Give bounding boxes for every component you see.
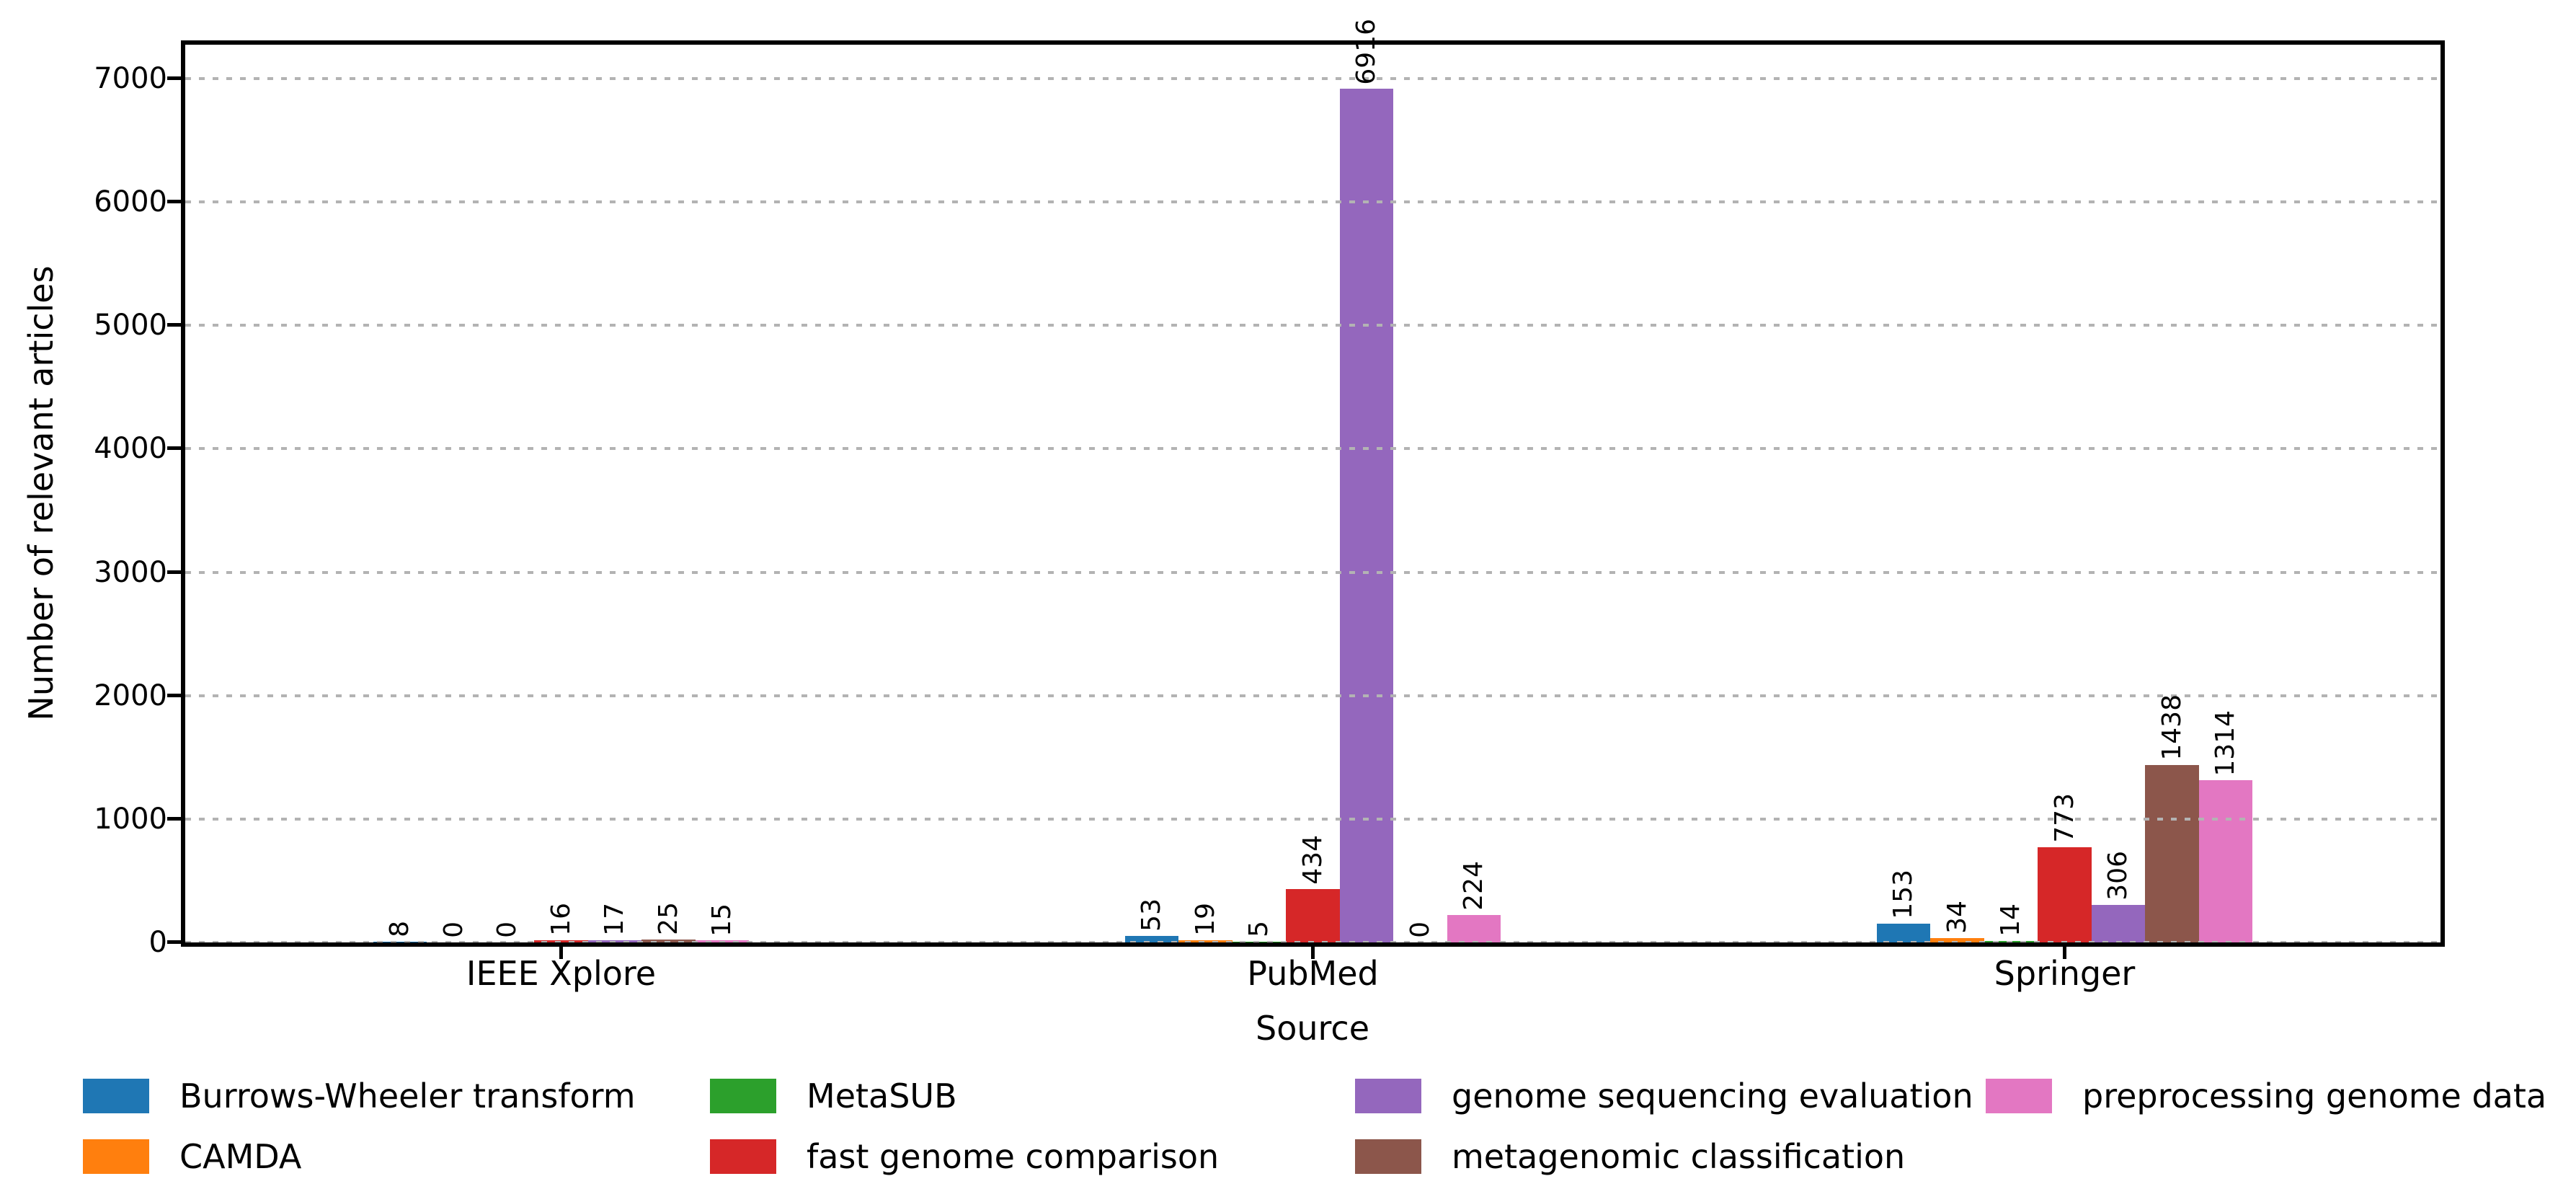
- legend-label: CAMDA: [179, 1137, 302, 1176]
- bar-value-label: 8: [385, 920, 414, 937]
- y-tick-mark: [167, 570, 181, 574]
- bar: [1339, 89, 1394, 942]
- y-tick-mark: [167, 200, 181, 204]
- legend-swatch: [710, 1079, 776, 1113]
- y-tick-label: 2000: [94, 679, 167, 712]
- legend-label: fast genome comparison: [807, 1137, 1220, 1176]
- legend-label: MetaSUB: [807, 1077, 957, 1115]
- y-tick-mark: [167, 323, 181, 327]
- axis-spine-top: [181, 40, 2445, 45]
- bar-value-label: 6916: [1351, 18, 1381, 85]
- legend-label: Burrows-Wheeler transform: [179, 1077, 636, 1115]
- y-tick-label: 4000: [94, 432, 167, 466]
- x-tick-mark: [2063, 947, 2066, 959]
- gridline: [185, 200, 2440, 204]
- y-tick-label: 0: [148, 926, 167, 959]
- y-tick-mark: [167, 76, 181, 80]
- legend-item: fast genome comparison: [710, 1136, 1219, 1177]
- bar-value-label: 25: [653, 901, 683, 935]
- gridline: [185, 570, 2440, 574]
- y-tick-mark: [167, 816, 181, 821]
- gridline: [185, 447, 2440, 451]
- bar-value-label: 224: [1459, 860, 1488, 911]
- y-tick-mark: [167, 940, 181, 944]
- legend-item: CAMDA: [83, 1136, 301, 1177]
- plot-area: 8 0 0 16 17 25 15 53 19 5 434 6916 0 224 153 34 14 773 306…: [167, 19, 2445, 959]
- bar-value-label: 1438: [2157, 694, 2187, 761]
- bar-value-label: 14: [1996, 903, 2025, 937]
- bar: [2198, 780, 2253, 942]
- bar-value-label: 0: [492, 922, 522, 938]
- legend-label: metagenomic classification: [1452, 1137, 1906, 1176]
- legend-item: metagenomic classification: [1355, 1136, 1905, 1177]
- axis-spine-bottom: [181, 942, 2445, 947]
- bar-value-label: 0: [1405, 922, 1435, 938]
- y-tick-label: 5000: [94, 309, 167, 343]
- y-tick-label: 1000: [94, 802, 167, 836]
- legend-item: genome sequencing evaluation: [1355, 1076, 1973, 1116]
- bar: [1286, 888, 1340, 942]
- bar: [641, 939, 696, 942]
- bar-value-label: 17: [600, 903, 629, 937]
- legend-item: Burrows-Wheeler transform: [83, 1076, 636, 1116]
- y-tick-label: 6000: [94, 185, 167, 219]
- axis-spine-right: [2440, 40, 2445, 947]
- bar: [1124, 935, 1179, 942]
- bar-value-label: 773: [2049, 793, 2079, 843]
- bar-value-label: 16: [546, 903, 576, 937]
- bar: [1447, 914, 1501, 942]
- bar: [2038, 847, 2092, 942]
- bar-value-label: 153: [1888, 870, 1918, 919]
- legend-swatch: [1355, 1139, 1421, 1174]
- bar-value-label: 19: [1190, 902, 1220, 936]
- gridline: [185, 324, 2440, 327]
- legend-item: preprocessing genome data: [1986, 1076, 2546, 1116]
- axis-spine-left: [181, 40, 185, 947]
- x-tick-label: Springer: [1994, 954, 2136, 993]
- gridline: [185, 694, 2440, 697]
- y-tick-label: 3000: [94, 555, 167, 589]
- legend-item: MetaSUB: [710, 1076, 957, 1116]
- gridline: [185, 77, 2440, 80]
- bar: [1876, 923, 1931, 942]
- bar-value-label: 5: [1244, 921, 1274, 938]
- y-tick-label: 7000: [94, 62, 167, 95]
- x-axis-title: Source: [1256, 1009, 1369, 1048]
- bar-value-label: 434: [1297, 835, 1328, 885]
- bar-value-label: 15: [707, 903, 737, 937]
- x-tick-mark: [559, 947, 563, 959]
- legend-label: preprocessing genome data: [2082, 1077, 2547, 1115]
- legend-swatch: [83, 1079, 149, 1113]
- bar-value-label: 34: [1942, 901, 1972, 934]
- legend-swatch: [1355, 1079, 1421, 1113]
- bar-value-label: 1314: [2211, 710, 2240, 777]
- bar-value-label: 53: [1137, 898, 1166, 932]
- bar: [1930, 938, 1984, 942]
- legend-swatch: [710, 1139, 776, 1174]
- bar-value-label: 0: [438, 922, 468, 938]
- y-tick-mark: [167, 446, 181, 451]
- bar-value-label: 306: [2103, 850, 2133, 901]
- bar: [2091, 904, 2146, 942]
- legend-swatch: [83, 1139, 149, 1174]
- x-tick-mark: [1311, 947, 1315, 959]
- gridline: [185, 817, 2440, 821]
- x-tick-label: PubMed: [1247, 954, 1379, 993]
- bar: [2145, 764, 2199, 942]
- legend-swatch: [1986, 1079, 2052, 1113]
- x-tick-label: IEEE Xplore: [466, 954, 657, 993]
- legend-label: genome sequencing evaluation: [1452, 1077, 1973, 1115]
- y-tick-mark: [167, 693, 181, 697]
